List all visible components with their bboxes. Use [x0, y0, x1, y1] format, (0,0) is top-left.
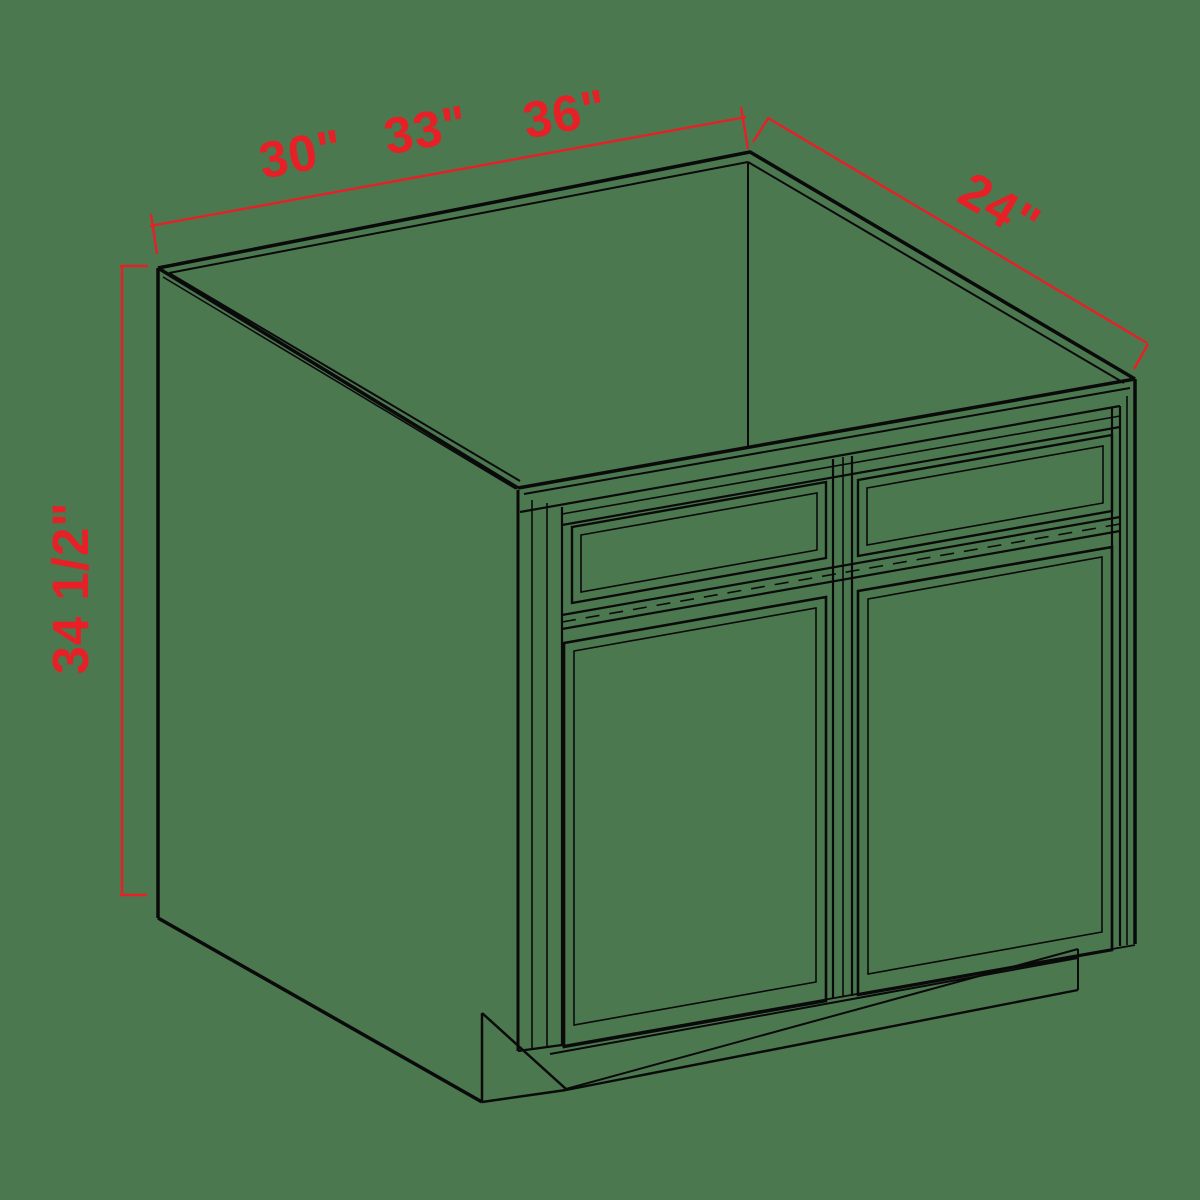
width-label-30: 30"	[254, 118, 347, 189]
depth-label: 24"	[949, 161, 1050, 253]
width-label-36: 36"	[518, 78, 611, 149]
left-door	[562, 595, 828, 1049]
height-dimension: 34 1/2"	[42, 264, 148, 897]
toe-kick	[549, 948, 1079, 1092]
height-label: 34 1/2"	[42, 502, 99, 675]
right-door	[856, 545, 1114, 997]
depth-dimension: 24"	[751, 116, 1150, 370]
left-drawer-front	[570, 480, 828, 605]
drawer-fronts	[570, 433, 1114, 605]
top-rim	[157, 150, 1136, 495]
width-label-33: 33"	[379, 94, 472, 165]
doors	[562, 545, 1114, 1049]
right-drawer-front	[856, 433, 1114, 558]
width-dimension: 30" 33" 36"	[149, 78, 750, 255]
hidden-line	[561, 523, 1121, 623]
dimension-annotations: 30" 33" 36" 24" 34 1/2"	[42, 78, 1150, 897]
